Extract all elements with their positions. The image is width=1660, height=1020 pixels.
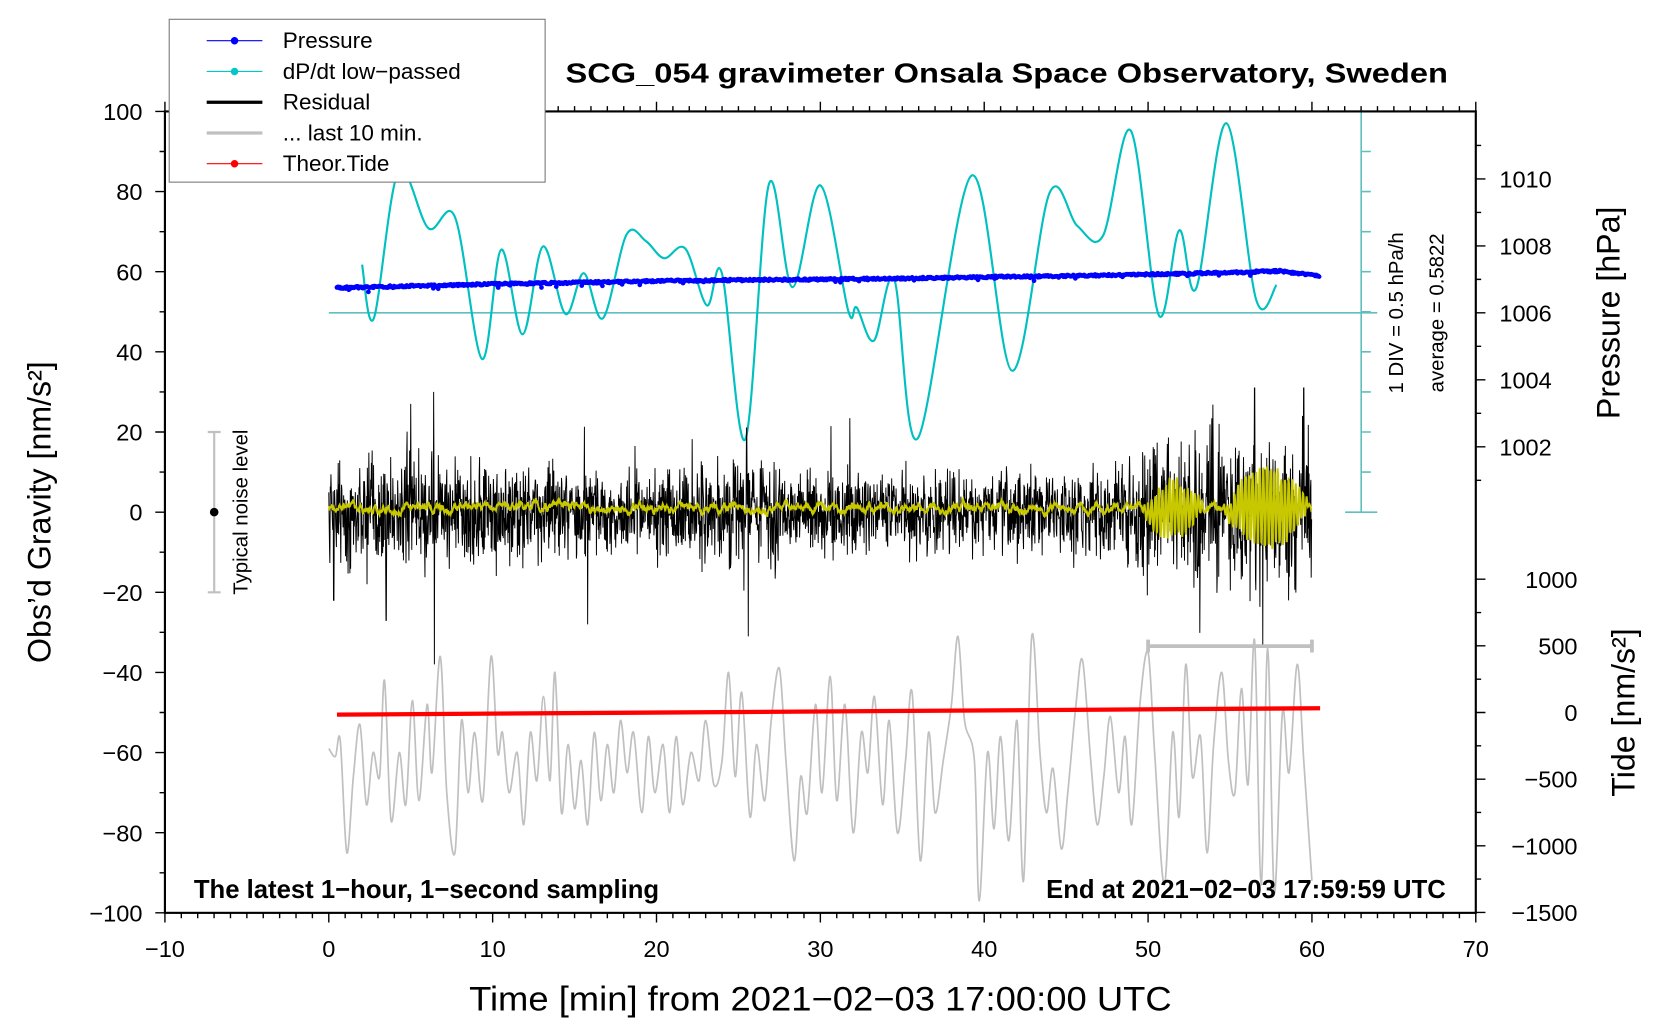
pressure-tick-label: 1010 <box>1499 166 1551 192</box>
y-axis-title-tide: Tide [nm/s²] <box>1605 628 1641 796</box>
pressure-point <box>539 285 544 290</box>
tide-tick-label: 1000 <box>1525 567 1577 593</box>
chart-title: SCG_054 gravimeter Onsala Space Observat… <box>565 57 1447 88</box>
y-tick-label-left: −40 <box>102 660 142 686</box>
annotation-end-time: End at 2021−02−03 17:59:59 UTC <box>1046 876 1446 904</box>
legend-item: ... last 10 min. <box>206 120 423 145</box>
legend-item: dP/dt low−passed <box>206 59 461 84</box>
pressure-point <box>1031 278 1037 284</box>
y-tick-label-left: 40 <box>116 339 142 365</box>
x-tick-label: 30 <box>807 936 833 962</box>
noise-level-dot <box>209 507 219 517</box>
dpdt-scale-axis <box>1345 110 1378 513</box>
legend-label: Pressure <box>283 28 373 53</box>
pressure-point <box>366 289 371 295</box>
legend-swatch-marker <box>230 36 239 45</box>
dpdt-average-label: average = 0.5822 <box>1427 233 1449 392</box>
pressure-point <box>553 284 559 289</box>
y-tick-label-left: −20 <box>102 580 142 606</box>
residual-lowpassed-line <box>327 465 1313 550</box>
x-tick-label: 0 <box>322 936 335 962</box>
tide-tick-label: 0 <box>1564 700 1577 726</box>
x-tick-label: −10 <box>145 936 185 962</box>
tide-tick-label: 500 <box>1538 633 1577 659</box>
y-axis-title-pressure: Pressure [hPa] <box>1590 207 1626 420</box>
legend-swatch-marker <box>230 67 239 76</box>
legend-label: Residual <box>283 90 370 115</box>
tide-tick-label: −1000 <box>1511 833 1577 859</box>
legend-label: Theor.Tide <box>283 151 390 176</box>
last-10-min-bracket <box>1146 639 1314 653</box>
legend-item: Pressure <box>206 28 373 53</box>
y-tick-label-left: 20 <box>116 420 142 446</box>
legend-label: dP/dt low−passed <box>283 59 461 84</box>
x-axis-title: Time [min] from 2021−02−03 17:00:00 UTC <box>469 980 1172 1018</box>
pressure-series <box>334 267 1322 295</box>
pressure-point <box>1316 274 1322 279</box>
pressure-tick-label: 1008 <box>1499 233 1551 259</box>
legend-label: ... last 10 min. <box>283 120 423 145</box>
y-tick-label-left: −60 <box>102 740 142 766</box>
x-tick-label: 40 <box>971 936 997 962</box>
y-tick-label-left: 0 <box>129 500 142 526</box>
residual-line <box>328 387 1313 665</box>
dpdt-scale-label: 1 DIV = 0.5 hPa/h <box>1386 232 1408 393</box>
legend: Pressure dP/dt low−passed Residual ... last… <box>168 18 546 183</box>
legend-swatch-marker <box>230 159 239 168</box>
x-tick-label: 70 <box>1463 936 1489 962</box>
legend-item: Residual <box>206 90 370 115</box>
theoretical-tide-line <box>336 706 1321 717</box>
tick-labels: −10 0 10 20 30 40 50 60 70100806040200−20−40−60−… <box>89 99 1577 962</box>
noise-level-label: Typical noise level <box>230 430 252 595</box>
annotation-sampling: The latest 1−hour, 1−second sampling <box>194 876 659 904</box>
pressure-point <box>600 283 605 289</box>
x-tick-label: 50 <box>1135 936 1161 962</box>
dpdt-lowpassed-line <box>360 122 1278 442</box>
y-axis-title-left: Obs’d Gravity [nm/s²] <box>21 361 57 663</box>
tide-tick-label: −1500 <box>1511 900 1577 926</box>
y-tick-label-left: −80 <box>102 820 142 846</box>
y-tick-label-left: −100 <box>89 900 142 926</box>
pressure-tick-label: 1004 <box>1499 367 1551 393</box>
y-tick-label-left: 60 <box>116 259 142 285</box>
y-tick-label-left: 100 <box>103 99 142 125</box>
x-tick-label: 20 <box>643 936 669 962</box>
last-10-min-line <box>328 632 1313 902</box>
pressure-tick-label: 1002 <box>1499 434 1551 460</box>
plot-series <box>207 110 1378 902</box>
x-tick-label: 10 <box>480 936 506 962</box>
legend-item: Theor.Tide <box>206 151 390 176</box>
pressure-tick-label: 1006 <box>1499 300 1551 326</box>
x-tick-label: 60 <box>1299 936 1325 962</box>
y-tick-label-left: 80 <box>116 179 142 205</box>
tide-tick-label: −500 <box>1525 767 1578 793</box>
